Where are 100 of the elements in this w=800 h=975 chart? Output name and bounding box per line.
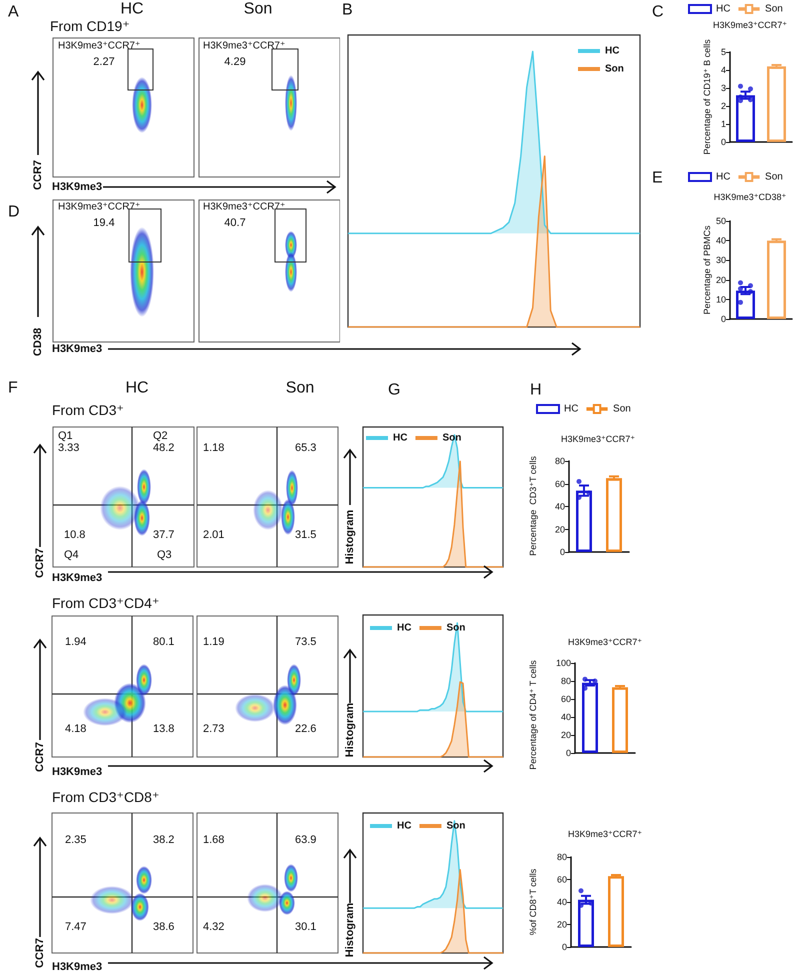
text: 10.8 — [64, 529, 86, 541]
y-tick-label: 2 — [720, 101, 726, 111]
text: From CD3⁺CD8⁺ — [52, 789, 160, 805]
text: 1.19 — [203, 636, 224, 648]
y-axis-title: Percentage of CD4⁺ T cells — [528, 660, 538, 770]
y-axis-title: Histogram — [344, 510, 356, 564]
text: CCR7 — [34, 938, 46, 968]
legend-label: Son — [613, 404, 631, 414]
text: 1.18 — [203, 442, 224, 454]
y-tick-label: 5 — [720, 47, 726, 57]
text: 7.47 — [65, 921, 86, 933]
text: 30.1 — [295, 921, 316, 933]
text: Son — [286, 380, 314, 396]
y-tick-label: 60 — [560, 694, 571, 704]
text: CCR7 — [34, 548, 46, 578]
y-axis-title: Percentage of CD19⁺ B cells — [702, 38, 712, 155]
y-tick-label: 4 — [720, 65, 726, 75]
text: 3.33 — [58, 442, 80, 454]
text: D — [8, 204, 20, 220]
y-tick-label: 3 — [720, 83, 726, 93]
y-tick-label: 20 — [554, 524, 565, 534]
text: HC — [125, 380, 149, 396]
y-tick-label: 60 — [556, 874, 567, 884]
y-tick-label: 0 — [720, 137, 726, 147]
y-tick-label: 0 — [566, 748, 571, 758]
y-tick-label: 80 — [556, 852, 567, 862]
text: HC — [120, 0, 144, 18]
y-axis-title: %of CD8⁺T cells — [528, 868, 538, 936]
text: 4.18 — [65, 723, 86, 735]
text: H3K9me3 — [52, 961, 102, 973]
y-tick-label: 40 — [556, 897, 567, 907]
legend-label: Son — [765, 4, 783, 14]
text: H3K9me3 — [52, 181, 102, 193]
text: Q1 — [58, 430, 73, 442]
text: H3K9me3 — [52, 766, 102, 778]
text: C — [652, 4, 664, 20]
text: H3K9me3 — [52, 343, 102, 355]
chart-title: H3K9me3⁺CCR7⁺ — [568, 829, 642, 839]
text: Q2 — [153, 430, 168, 442]
y-tick-label: 60 — [554, 478, 565, 489]
text: 2.01 — [203, 529, 224, 541]
text: 38.2 — [153, 834, 174, 846]
y-tick-label: 80 — [560, 676, 571, 686]
y-axis-title: Histogram — [344, 702, 356, 758]
text: 1.68 — [203, 834, 224, 846]
text: H3K9me3⁺CCR7⁺ — [58, 202, 140, 212]
chart-title: H3K9me3⁺CD38⁺ — [714, 192, 787, 202]
text: 22.6 — [295, 723, 316, 735]
text: B — [342, 2, 353, 18]
text: 19.4 — [93, 217, 115, 229]
text: H — [530, 382, 542, 398]
text: H3K9me3⁺CCR7⁺ — [58, 40, 140, 52]
legend-label: HC — [564, 404, 578, 414]
text: CCR7 — [34, 742, 46, 772]
text: E — [652, 170, 663, 186]
text: 73.5 — [295, 636, 316, 648]
legend-label: HC — [393, 432, 408, 444]
text: 2.35 — [65, 834, 86, 846]
text: H3K9me3⁺CCR7⁺ — [203, 202, 286, 212]
text: From CD3⁺ — [52, 402, 124, 418]
legend-label: Son — [765, 172, 783, 182]
text: G — [388, 382, 400, 398]
y-tick-label: 1 — [720, 119, 726, 129]
text: From CD3⁺CD4⁺ — [52, 595, 160, 611]
text: 63.9 — [295, 834, 316, 846]
y-tick-label: 10 — [716, 294, 726, 304]
text: CD38 — [32, 328, 44, 356]
y-tick-label: 100 — [556, 658, 571, 668]
text: 65.3 — [295, 442, 316, 454]
y-tick-label: 50 — [716, 216, 726, 226]
y-tick-label: 40 — [560, 712, 571, 722]
y-tick-label: 30 — [716, 255, 726, 266]
text: 40.7 — [224, 217, 246, 229]
y-tick-label: 20 — [716, 274, 726, 285]
legend-label: HC — [716, 172, 730, 182]
text: H3K9me3⁺CCR7⁺ — [203, 40, 286, 52]
text: From CD19⁺ — [50, 18, 130, 34]
text: 37.7 — [153, 529, 174, 541]
text: Son — [244, 0, 272, 18]
text: 48.2 — [153, 442, 174, 454]
text: CCR7 — [32, 160, 44, 190]
text: 13.8 — [153, 723, 174, 735]
text: H3K9me3 — [52, 572, 102, 584]
y-tick-label: 0 — [562, 942, 567, 952]
text: 4.32 — [203, 921, 224, 933]
y-axis-title: Percentage of PBMCs — [702, 224, 712, 315]
legend-label: Son — [605, 64, 624, 74]
text: 38.6 — [153, 921, 174, 933]
y-axis-title: Histogram — [344, 902, 356, 958]
y-axis-title: Percentage CD3⁺T cells — [528, 456, 538, 556]
legend-label: HC — [397, 622, 412, 634]
y-tick-label: 40 — [716, 236, 726, 246]
chart-title: H3K9me3⁺CCR7⁺ — [712, 20, 788, 30]
text: 80.1 — [153, 636, 174, 648]
text: A — [8, 4, 19, 20]
y-tick-label: 20 — [556, 920, 567, 930]
text: 2.73 — [203, 723, 224, 735]
text: F — [8, 380, 18, 396]
chart-title: H3K9me3⁺CCR7⁺ — [560, 434, 636, 444]
legend-label: HC — [397, 820, 412, 832]
